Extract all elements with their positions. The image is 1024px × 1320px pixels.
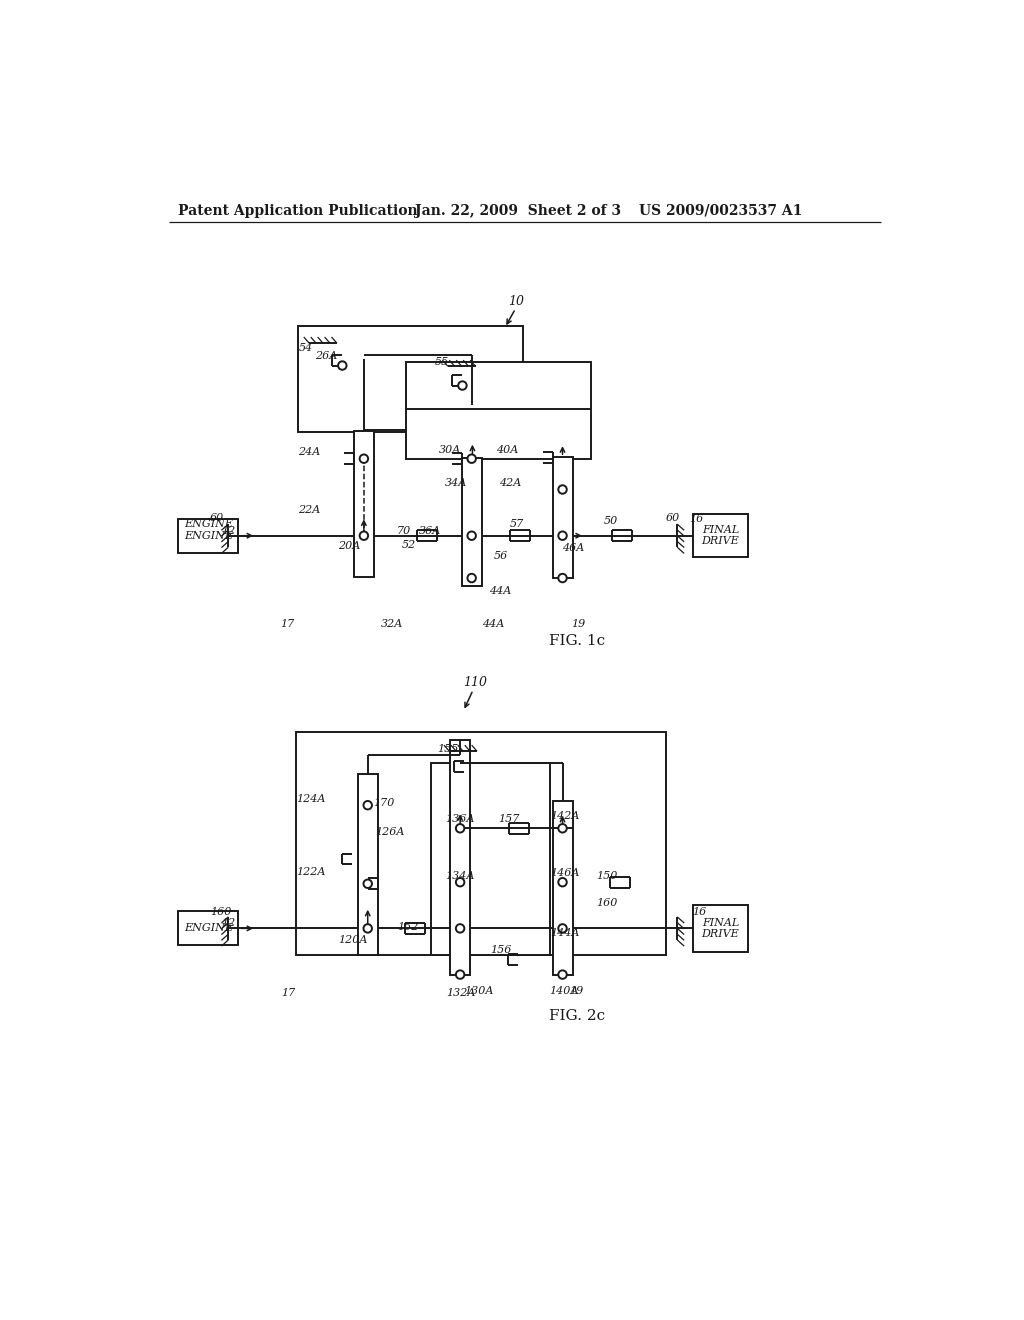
Circle shape <box>467 574 476 582</box>
Text: 19: 19 <box>569 986 584 997</box>
Bar <box>354 430 374 577</box>
Text: ENGINE: ENGINE <box>184 924 232 933</box>
Circle shape <box>558 824 566 833</box>
Text: 70: 70 <box>396 527 411 536</box>
Circle shape <box>458 381 467 389</box>
Text: 134A: 134A <box>444 871 474 880</box>
Text: ENGINE: ENGINE <box>184 519 232 529</box>
Text: FIG. 1c: FIG. 1c <box>549 635 605 648</box>
Text: 110: 110 <box>463 676 487 689</box>
Bar <box>178 911 239 945</box>
Text: 170: 170 <box>373 797 394 808</box>
Circle shape <box>364 801 372 809</box>
Text: 30A: 30A <box>438 445 461 455</box>
Text: 26A: 26A <box>315 351 338 360</box>
Text: ENGINE: ENGINE <box>184 531 232 541</box>
Text: 60: 60 <box>210 512 224 523</box>
Circle shape <box>558 532 566 540</box>
Text: 50: 50 <box>603 516 617 527</box>
Bar <box>178 519 239 553</box>
Text: 44A: 44A <box>482 619 505 628</box>
Text: 140A: 140A <box>550 986 579 997</box>
Bar <box>462 458 481 586</box>
Text: 20A: 20A <box>339 541 360 550</box>
Circle shape <box>456 970 464 979</box>
Text: 160: 160 <box>596 898 617 908</box>
Text: 34A: 34A <box>444 478 467 488</box>
Text: 16: 16 <box>692 907 707 917</box>
Text: 17: 17 <box>280 619 294 628</box>
Text: 19: 19 <box>571 619 586 628</box>
Text: 60: 60 <box>666 512 680 523</box>
Text: 40A: 40A <box>497 445 518 455</box>
Bar <box>298 326 523 432</box>
Circle shape <box>558 924 566 933</box>
Text: 46A: 46A <box>562 544 584 553</box>
Text: 12: 12 <box>221 525 236 536</box>
Circle shape <box>558 486 566 494</box>
Text: 32A: 32A <box>381 619 403 628</box>
Text: 54: 54 <box>298 343 312 354</box>
Text: 44A: 44A <box>488 586 511 595</box>
Circle shape <box>364 924 372 933</box>
Text: 42A: 42A <box>499 478 521 488</box>
Text: 52: 52 <box>401 540 416 549</box>
Bar <box>296 733 666 956</box>
Text: 17: 17 <box>282 989 296 998</box>
Text: 142A: 142A <box>550 812 580 821</box>
Text: 120A: 120A <box>339 935 368 945</box>
Bar <box>407 363 591 459</box>
Circle shape <box>456 878 464 887</box>
Text: US 2009/0023537 A1: US 2009/0023537 A1 <box>639 203 802 218</box>
Text: 132A: 132A <box>446 989 475 998</box>
Text: 126A: 126A <box>376 826 404 837</box>
Text: FINAL
DRIVE: FINAL DRIVE <box>701 525 739 546</box>
Text: 124A: 124A <box>296 793 326 804</box>
Circle shape <box>456 924 464 933</box>
Text: 156: 156 <box>490 945 512 956</box>
Text: 36A: 36A <box>419 527 441 536</box>
Circle shape <box>338 362 346 370</box>
Text: 150: 150 <box>596 871 617 880</box>
Text: FIG. 2c: FIG. 2c <box>549 1010 605 1023</box>
Text: 146A: 146A <box>550 869 580 878</box>
Text: 144A: 144A <box>550 928 580 939</box>
Text: 56: 56 <box>494 552 508 561</box>
Bar <box>431 763 550 956</box>
Text: 57: 57 <box>510 519 524 529</box>
Circle shape <box>467 454 476 463</box>
Text: Patent Application Publication: Patent Application Publication <box>178 203 418 218</box>
Bar <box>357 775 378 956</box>
Circle shape <box>359 532 368 540</box>
Bar <box>692 906 749 952</box>
Bar <box>553 457 572 578</box>
Text: 122A: 122A <box>296 867 326 876</box>
Circle shape <box>558 878 566 887</box>
Bar <box>692 513 749 557</box>
Circle shape <box>467 532 476 540</box>
Circle shape <box>359 454 368 463</box>
Circle shape <box>558 970 566 979</box>
Text: FINAL
DRIVE: FINAL DRIVE <box>701 917 739 940</box>
Text: 130A: 130A <box>464 986 494 997</box>
Circle shape <box>364 879 372 888</box>
Text: 22A: 22A <box>298 506 321 515</box>
Bar <box>451 739 470 974</box>
Text: 55: 55 <box>435 358 449 367</box>
Text: 12: 12 <box>221 919 236 928</box>
Text: 160: 160 <box>210 907 231 917</box>
Circle shape <box>558 574 566 582</box>
Text: 24A: 24A <box>298 447 321 457</box>
Text: 16: 16 <box>689 515 703 524</box>
Text: 157: 157 <box>498 814 519 825</box>
Circle shape <box>456 824 464 833</box>
Text: 10: 10 <box>508 296 524 309</box>
Text: Jan. 22, 2009  Sheet 2 of 3: Jan. 22, 2009 Sheet 2 of 3 <box>416 203 622 218</box>
Bar <box>553 801 572 974</box>
Text: 155: 155 <box>437 743 459 754</box>
Text: 136A: 136A <box>444 814 474 825</box>
Text: 152: 152 <box>397 923 419 932</box>
